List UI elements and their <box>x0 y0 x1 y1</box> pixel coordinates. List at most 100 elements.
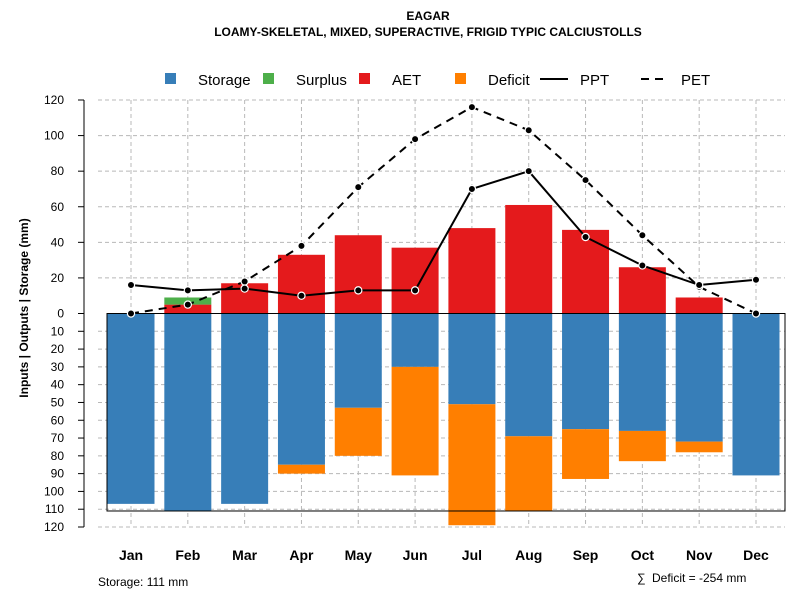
x-tick-label-nov: Nov <box>686 547 713 563</box>
legend-swatch-aet <box>359 73 370 84</box>
y-tick-label-top: 0 <box>57 307 64 321</box>
y-tick-label-bottom: 120 <box>44 520 64 534</box>
aet-bar-may <box>334 235 382 314</box>
y-tick-label-bottom: 60 <box>51 413 65 427</box>
deficit-sum-icon: ∑ <box>637 571 646 585</box>
storage-bar-dec <box>732 313 780 476</box>
deficit-bar-aug <box>505 436 553 511</box>
x-tick-label-feb: Feb <box>175 547 200 563</box>
x-tick-label-may: May <box>345 547 372 563</box>
deficit-bar-oct <box>618 430 666 462</box>
deficit-bar-sep <box>562 429 610 479</box>
storage-note: Storage: 111 mm <box>98 575 188 589</box>
pet-point-feb <box>183 300 193 309</box>
aet-bar-sep <box>562 229 610 314</box>
pet-point-apr <box>297 241 306 251</box>
chart-subtitle: LOAMY-SKELETAL, MIXED, SUPERACTIVE, FRIG… <box>214 25 642 39</box>
y-axis-title: Inputs | Outputs | Storage (mm) <box>17 218 31 397</box>
aet-bar-feb <box>164 304 212 314</box>
ppt-point-jul <box>467 184 477 194</box>
ppt-point-aug <box>524 166 533 176</box>
y-tick-label-top: 80 <box>51 164 65 178</box>
legend-swatch-surplus <box>263 73 274 84</box>
deficit-bar-jul <box>448 404 496 526</box>
y-tick-label-bottom: 80 <box>51 449 65 463</box>
storage-bar-mar <box>221 313 269 504</box>
pet-point-jan <box>126 309 136 318</box>
aet-bar-jun <box>391 247 439 314</box>
ppt-point-may <box>354 286 363 295</box>
legend-label-ppt: PPT <box>580 72 609 89</box>
legend-label-storage: Storage <box>198 72 251 89</box>
x-tick-label-dec: Dec <box>743 547 769 563</box>
y-tick-label-bottom: 100 <box>44 484 64 498</box>
ppt-point-feb <box>183 286 193 295</box>
storage-bar-nov <box>675 313 723 442</box>
legend-label-deficit: Deficit <box>488 72 531 89</box>
ppt-line <box>130 170 757 297</box>
pet-point-sep <box>581 175 590 185</box>
storage-bar-may <box>334 313 382 408</box>
x-tick-label-oct: Oct <box>631 547 655 563</box>
x-tick-label-sep: Sep <box>573 547 599 563</box>
ppt-point-jun <box>410 286 420 295</box>
deficit-note: Deficit = -254 mm <box>652 571 746 585</box>
x-tick-label-jun: Jun <box>403 547 428 563</box>
pet-point-jul <box>467 102 477 112</box>
legend: Storage Surplus AET Deficit PPT PET <box>165 72 710 89</box>
aet-bar-nov <box>675 297 723 314</box>
pet-point-may <box>354 182 363 192</box>
legend-label-surplus: Surplus <box>296 72 347 89</box>
deficit-bar-apr <box>277 464 325 474</box>
x-tick-label-jan: Jan <box>119 547 143 563</box>
storage-bar-apr <box>277 313 325 465</box>
legend-label-pet: PET <box>681 72 710 89</box>
ppt-point-dec <box>751 275 761 284</box>
ppt-point-jan <box>126 280 136 290</box>
y-tick-label-bottom: 10 <box>51 324 65 338</box>
deficit-bar-may <box>334 407 382 456</box>
y-tick-label-bottom: 110 <box>45 502 64 516</box>
deficit-bar-jun <box>391 366 439 476</box>
legend-label-aet: AET <box>392 72 421 89</box>
ppt-point-sep <box>581 232 590 242</box>
pet-line <box>130 106 757 315</box>
y-tick-label-bottom: 50 <box>51 395 65 409</box>
y-tick-label-top: 100 <box>44 129 64 143</box>
y-tick-label-bottom: 20 <box>51 342 65 356</box>
legend-swatch-storage <box>165 73 176 84</box>
tick-labels: 0 20 40 60 80 100 120 10 20 30 40 50 60 70 80 90 100 110 1… <box>44 93 769 563</box>
y-tick-label-top: 120 <box>44 93 64 107</box>
storage-bar-feb <box>164 313 212 511</box>
pet-point-jun <box>410 134 420 144</box>
aet-bar-apr <box>277 254 325 314</box>
legend-swatch-deficit <box>455 73 466 84</box>
x-tick-label-jul: Jul <box>462 547 482 563</box>
ppt-point-mar <box>240 284 249 293</box>
bars <box>107 204 780 526</box>
y-tick-label-bottom: 30 <box>51 360 65 374</box>
x-tick-label-apr: Apr <box>289 547 314 563</box>
storage-bar-jul <box>448 313 496 405</box>
pet-point-dec <box>751 309 761 318</box>
y-tick-label-top: 60 <box>51 200 65 214</box>
deficit-bar-nov <box>675 441 723 453</box>
chart-title: EAGAR <box>406 9 450 23</box>
y-tick-label-top: 20 <box>51 271 65 285</box>
series-lines <box>126 102 761 318</box>
pet-point-aug <box>524 126 533 135</box>
y-tick-label-bottom: 70 <box>51 431 65 445</box>
aet-bar-oct <box>618 267 666 314</box>
pet-point-mar <box>240 277 249 286</box>
ppt-point-oct <box>638 261 647 270</box>
pet-point-oct <box>638 231 647 240</box>
storage-bar-sep <box>562 313 610 430</box>
storage-bar-jan <box>107 313 155 504</box>
aet-bar-aug <box>505 204 553 314</box>
y-tick-label-bottom: 40 <box>51 378 65 392</box>
ppt-point-apr <box>297 291 306 300</box>
x-tick-label-aug: Aug <box>515 547 542 563</box>
storage-bar-jun <box>391 313 439 367</box>
ppt-point-nov <box>694 280 704 290</box>
